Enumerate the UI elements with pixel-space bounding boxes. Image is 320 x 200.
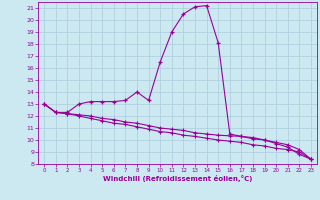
X-axis label: Windchill (Refroidissement éolien,°C): Windchill (Refroidissement éolien,°C): [103, 175, 252, 182]
